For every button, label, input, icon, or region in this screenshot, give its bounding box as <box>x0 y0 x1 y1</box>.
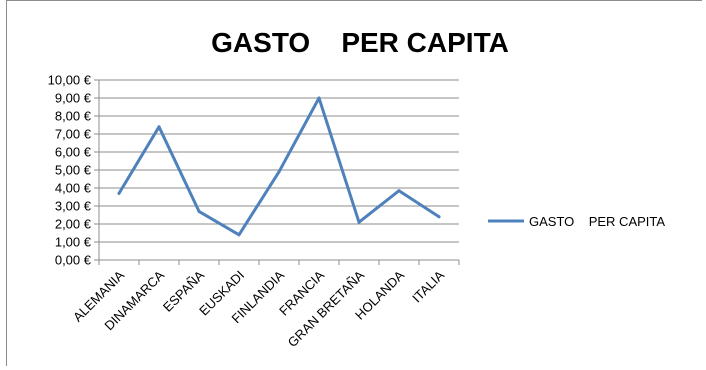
axes <box>94 79 460 265</box>
data-point <box>437 215 441 219</box>
chart-frame <box>6 0 702 366</box>
y-tick-label: 0,00 € <box>55 253 92 268</box>
series-layer <box>117 96 441 237</box>
data-point <box>277 170 281 174</box>
y-tick-label: 2,00 € <box>55 217 92 232</box>
data-point <box>237 233 241 237</box>
y-tick-label: 10,00 € <box>48 73 92 88</box>
x-tick-labels: ALEMANIADINAMARCAESPAÑAEUSKADIFINLANDIAF… <box>70 267 447 350</box>
data-point <box>357 220 361 224</box>
y-tick-label: 5,00 € <box>55 163 92 178</box>
legend: GASTO PER CAPITA <box>488 214 665 229</box>
y-tick-label: 6,00 € <box>55 145 92 160</box>
y-tick-label: 4,00 € <box>55 181 92 196</box>
y-tick-label: 9,00 € <box>55 91 92 106</box>
y-tick-label: 8,00 € <box>55 109 92 124</box>
y-tick-label: 3,00 € <box>55 199 92 214</box>
data-point <box>317 96 321 100</box>
data-point <box>157 125 161 129</box>
y-tick-labels: 0,00 € 1,00 € 2,00 € 3,00 € 4,00 € 5,00 € 6,00… <box>48 73 92 268</box>
y-tick-label: 7,00 € <box>55 127 92 142</box>
data-point <box>117 191 121 195</box>
x-tick-label: ITALIA <box>409 267 447 305</box>
legend-label: GASTO PER CAPITA <box>529 214 665 229</box>
series-line <box>117 96 441 237</box>
grid-lines <box>99 79 459 243</box>
data-point <box>197 209 201 213</box>
y-tick-label: 1,00 € <box>55 235 92 250</box>
data-point <box>397 189 401 193</box>
chart-title: GASTO PER CAPITA <box>211 27 509 58</box>
